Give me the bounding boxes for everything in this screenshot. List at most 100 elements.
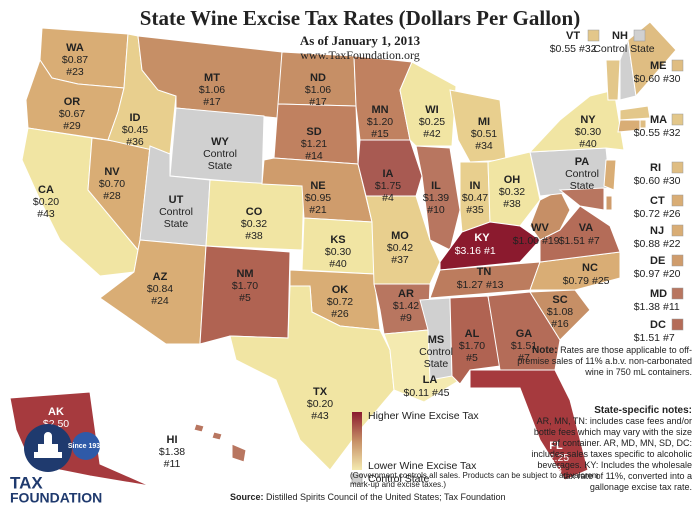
state-shape	[231, 443, 247, 463]
state-abbr: IL	[431, 180, 441, 192]
state-abbr: CA	[38, 184, 54, 196]
state-rank: #36	[126, 136, 144, 148]
state-rate: $1.51	[634, 332, 660, 344]
state-rank: #21	[309, 204, 327, 216]
state-abbr: SC	[552, 294, 567, 306]
state-abbr: AR	[398, 288, 414, 300]
state-rate: $0.88	[634, 238, 660, 250]
state-rate: $2.25	[543, 452, 569, 464]
state-swatch	[671, 287, 684, 300]
state-abbr: WY	[211, 136, 229, 148]
state-rate: $0.51	[471, 128, 497, 140]
state-rate: $0.97	[634, 268, 660, 280]
state-rank: #17	[203, 96, 221, 108]
state-rate: $0.95	[305, 192, 331, 204]
state-abbr: NJ	[650, 225, 664, 237]
state-rate: $0.25	[419, 116, 445, 128]
state-rank: #23	[66, 66, 84, 78]
state-rate: $1.70	[459, 340, 485, 352]
state-abbr: FL	[549, 440, 563, 452]
state-abbr: KY	[474, 232, 490, 244]
state-shape	[487, 151, 541, 227]
state-abbr: TX	[313, 386, 328, 398]
state-rate: $0.30	[325, 246, 351, 258]
state-rate: $0.60	[634, 73, 660, 85]
state-abbr: CT	[650, 195, 665, 207]
state-rate: $0.20	[307, 398, 333, 410]
legend-low: Lower Wine Excise Tax	[368, 460, 477, 472]
state-rate: $0.60	[634, 175, 660, 187]
legend-high: Higher Wine Excise Tax	[368, 410, 479, 422]
state-shape	[619, 105, 651, 121]
state-rate: $0.32	[499, 186, 525, 198]
state-rate: $0.67	[59, 108, 85, 120]
state-shape	[469, 369, 589, 481]
state-shape	[193, 423, 205, 433]
state-rank: #7	[588, 235, 600, 247]
state-rank: #10	[427, 204, 445, 216]
url: www.TaxFoundation.org	[300, 48, 420, 62]
state-rate: $0.20	[33, 196, 59, 208]
state-abbr: RI	[650, 162, 661, 174]
source-text: Distilled Spirits Council of the United …	[266, 492, 506, 502]
state-abbr: IN	[470, 180, 481, 192]
state-rank: #43	[37, 208, 55, 220]
state-rank: #45	[432, 387, 450, 399]
logo-name-top: TAX	[10, 473, 43, 492]
state-abbr: MO	[391, 230, 409, 242]
state-rank: #24	[151, 295, 169, 307]
source-label: Source:	[230, 492, 264, 502]
state-labels: WA$0.87#23OR$0.67#29CA$0.20#43NV$0.70#28…	[33, 29, 684, 476]
title: State Wine Excise Tax Rates (Dollars Per…	[139, 6, 581, 30]
state-rate: $0.45	[122, 124, 148, 136]
state-rank: #7	[663, 332, 675, 344]
state-rank: #37	[391, 254, 409, 266]
legend-control: Control State	[368, 473, 429, 485]
note: Note: Rates are those applicable to off-…	[507, 345, 692, 378]
state-rate: $1.42	[393, 300, 419, 312]
state-status: Control	[565, 168, 599, 180]
state-abbr: WA	[66, 42, 84, 54]
state-abbr: AL	[465, 328, 480, 340]
state-rank: #5	[466, 352, 478, 364]
state-swatch	[587, 29, 600, 42]
state-status: State	[164, 218, 189, 230]
state-notes-text: AR, MN, TN: includes case fees and/or bo…	[531, 416, 692, 492]
state-abbr: AK	[48, 406, 64, 418]
state-status: Control	[419, 346, 453, 358]
state-rank: #19	[542, 235, 560, 247]
legend-gradient	[352, 412, 362, 470]
state-shape	[603, 159, 617, 191]
state-abbr: LA	[423, 374, 438, 386]
state-abbr: KS	[330, 234, 345, 246]
state-abbr: ND	[310, 72, 326, 84]
state-rate: $0.47	[462, 192, 488, 204]
state-abbr: WI	[425, 104, 438, 116]
state-rank: #25	[592, 275, 610, 287]
state-shape	[449, 89, 507, 163]
state-abbr: SD	[306, 126, 321, 138]
state-rank: #3	[550, 464, 562, 476]
state-rank: #26	[331, 308, 349, 320]
state-rank: #29	[63, 120, 81, 132]
state-swatch	[671, 161, 684, 174]
state-swatch	[671, 254, 684, 267]
state-abbr: NY	[580, 114, 596, 126]
state-rank: #13	[486, 279, 504, 291]
state-rank: #42	[423, 128, 441, 140]
state-abbr: DC	[650, 319, 666, 331]
state-abbr: AZ	[153, 271, 168, 283]
logo-capitol	[34, 432, 62, 458]
state-rank: #28	[103, 190, 121, 202]
state-swatch	[671, 59, 684, 72]
state-rank: #16	[551, 318, 569, 330]
state-rank: #38	[245, 230, 263, 242]
state-status: Control	[203, 148, 237, 160]
state-rate: $0.72	[634, 208, 660, 220]
state-abbr: MA	[650, 114, 667, 126]
state-rate: $1.20	[367, 116, 393, 128]
state-rate: $0.32	[241, 218, 267, 230]
state-abbr: CO	[246, 206, 263, 218]
